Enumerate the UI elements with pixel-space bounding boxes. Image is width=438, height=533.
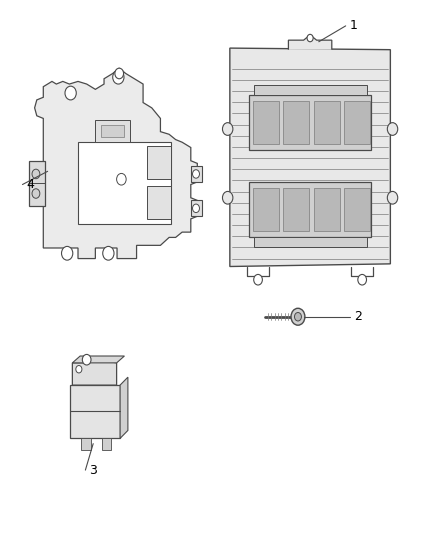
Circle shape xyxy=(307,34,313,42)
Circle shape xyxy=(117,173,126,185)
Text: 1: 1 xyxy=(350,19,357,33)
Bar xyxy=(102,438,111,450)
Circle shape xyxy=(61,246,73,260)
Circle shape xyxy=(387,191,398,204)
Bar xyxy=(191,200,201,216)
Bar xyxy=(148,146,171,179)
Bar xyxy=(253,101,279,144)
Circle shape xyxy=(223,123,233,135)
Circle shape xyxy=(103,246,114,260)
Bar xyxy=(254,237,367,247)
Circle shape xyxy=(358,274,367,285)
Bar xyxy=(253,188,279,231)
Circle shape xyxy=(115,68,124,79)
Polygon shape xyxy=(35,68,197,259)
Circle shape xyxy=(82,354,91,365)
Circle shape xyxy=(387,123,398,135)
Polygon shape xyxy=(72,358,117,385)
Circle shape xyxy=(291,308,305,325)
Circle shape xyxy=(193,169,199,178)
Polygon shape xyxy=(288,35,332,50)
Circle shape xyxy=(294,312,301,321)
Text: 4: 4 xyxy=(26,178,34,191)
Circle shape xyxy=(65,86,76,100)
Bar xyxy=(191,166,201,182)
Bar xyxy=(249,95,371,150)
Polygon shape xyxy=(230,48,390,266)
Bar xyxy=(78,142,171,224)
Bar xyxy=(81,438,91,450)
Circle shape xyxy=(254,274,262,285)
Bar xyxy=(314,101,339,144)
Circle shape xyxy=(32,169,40,179)
Circle shape xyxy=(32,189,40,198)
Bar xyxy=(283,101,309,144)
Bar xyxy=(344,188,370,231)
Bar xyxy=(249,182,371,237)
Bar xyxy=(254,85,367,95)
Bar xyxy=(314,188,339,231)
Bar xyxy=(95,120,130,142)
Bar xyxy=(148,186,171,219)
Text: 2: 2 xyxy=(354,310,362,323)
Circle shape xyxy=(193,204,199,213)
Circle shape xyxy=(113,70,124,84)
Bar xyxy=(29,161,46,206)
Circle shape xyxy=(76,366,82,373)
Circle shape xyxy=(223,191,233,204)
Polygon shape xyxy=(120,377,128,438)
Bar xyxy=(344,101,370,144)
Bar xyxy=(283,188,309,231)
Bar xyxy=(70,385,120,438)
Text: 3: 3 xyxy=(89,464,97,477)
Bar xyxy=(101,125,124,137)
Polygon shape xyxy=(72,356,124,363)
